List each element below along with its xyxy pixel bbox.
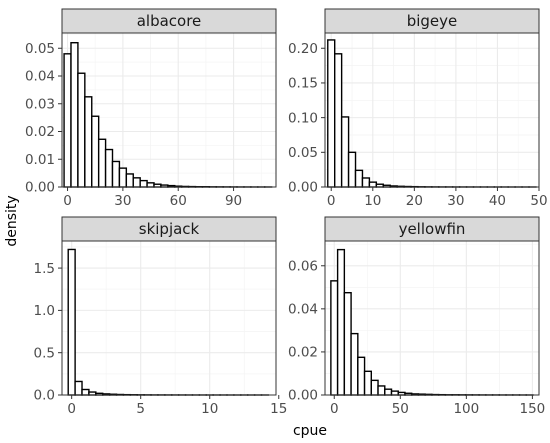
histogram-bars bbox=[63, 42, 273, 188]
panel-border bbox=[61, 240, 277, 396]
panel-background bbox=[61, 240, 277, 396]
x-tick-label: 30 bbox=[114, 193, 131, 209]
y-tick-label: 1.5 bbox=[34, 261, 55, 277]
histogram-bar bbox=[70, 42, 79, 188]
histogram-bar bbox=[390, 390, 399, 396]
histogram-bar bbox=[330, 280, 339, 396]
histogram-bar bbox=[118, 167, 128, 188]
panel-border bbox=[324, 32, 540, 188]
y-tick-label: 0.02 bbox=[288, 345, 318, 361]
histogram-bar bbox=[347, 151, 357, 188]
histogram-bar bbox=[91, 115, 100, 188]
facet-strip-skipjack bbox=[61, 216, 277, 242]
x-tick-label: 0 bbox=[63, 193, 72, 209]
y-tick-label: 0.10 bbox=[288, 110, 318, 126]
y-tick-label: 0.01 bbox=[25, 152, 55, 168]
histogram-bar bbox=[146, 182, 155, 188]
histogram-bar bbox=[74, 380, 83, 396]
histogram-bar bbox=[350, 332, 359, 396]
histogram-bar bbox=[363, 370, 373, 396]
x-tick-label: 40 bbox=[489, 193, 506, 209]
x-tick-label: 50 bbox=[392, 401, 409, 417]
y-tick-label: 0.06 bbox=[288, 258, 318, 274]
panel-border bbox=[61, 32, 277, 188]
panel-background bbox=[324, 32, 540, 188]
histogram-bar bbox=[357, 356, 366, 396]
facet-panel-albacore: albacore 0.00 0.01 0.02 0.03 0.04 0.05 0 30 60 90 bbox=[25, 8, 277, 209]
y-tick-label: 0.5 bbox=[34, 345, 55, 361]
panel-border bbox=[324, 240, 540, 396]
x-tick-label: 20 bbox=[406, 193, 423, 209]
histogram-bar bbox=[77, 72, 86, 188]
y-tick-label: 0.0 bbox=[34, 388, 55, 404]
x-axis-title: cpue bbox=[293, 423, 327, 439]
x-tick-label: 10 bbox=[201, 401, 218, 417]
y-tick-label: 0.00 bbox=[288, 180, 318, 196]
histogram-bar bbox=[368, 181, 378, 188]
y-axis-title: density bbox=[4, 195, 20, 246]
facet-strip-label: skipjack bbox=[139, 220, 200, 238]
histogram-bar bbox=[343, 291, 352, 396]
x-tick-label: 60 bbox=[170, 193, 187, 209]
x-tick-label: 0 bbox=[67, 401, 76, 417]
facet-panel-bigeye: bigeye 0.00 0.05 0.10 0.15 0.20 0 10 20 30 40 50 bbox=[288, 8, 548, 209]
facet-strip-label: yellowfin bbox=[399, 220, 466, 238]
x-tick-label: 10 bbox=[364, 193, 381, 209]
x-tick-label: 30 bbox=[447, 193, 464, 209]
facet-strip-label: bigeye bbox=[407, 12, 458, 30]
histogram-bar bbox=[370, 379, 379, 396]
histogram-bar bbox=[354, 169, 364, 188]
histogram-bar bbox=[84, 96, 93, 188]
y-tick-label: 1.0 bbox=[34, 303, 55, 319]
y-tick-label: 0.00 bbox=[288, 388, 318, 404]
y-tick-label: 0.20 bbox=[288, 41, 318, 57]
facet-panel-skipjack: skipjack 0.0 0.5 1.0 1.5 0 5 10 15 bbox=[34, 216, 287, 417]
histogram-bar bbox=[63, 53, 72, 188]
histogram-bar bbox=[104, 148, 114, 188]
x-tick-label: 50 bbox=[530, 193, 547, 209]
histogram-bar bbox=[377, 385, 386, 396]
histogram-bar bbox=[327, 39, 336, 188]
y-tick-label: 0.05 bbox=[25, 41, 55, 57]
histogram-bar bbox=[81, 388, 90, 396]
y-tick-label: 0.04 bbox=[25, 69, 55, 85]
y-tick-label: 0.15 bbox=[288, 76, 318, 92]
facet-strip-label: albacore bbox=[137, 12, 202, 30]
histogram-bar bbox=[340, 116, 350, 188]
histogram-bar bbox=[384, 388, 393, 396]
x-tick-label: 0 bbox=[330, 401, 339, 417]
x-tick-label: 150 bbox=[520, 401, 546, 417]
histogram-bar bbox=[67, 248, 76, 396]
y-tick-label: 0.00 bbox=[25, 180, 55, 196]
histogram-bar bbox=[97, 138, 107, 188]
histogram-bars bbox=[330, 248, 534, 396]
histogram-bar bbox=[132, 177, 141, 188]
x-tick-label: 0 bbox=[327, 193, 336, 209]
y-tick-label: 0.05 bbox=[288, 145, 318, 161]
histogram-bar bbox=[139, 179, 148, 188]
histogram-bar bbox=[361, 177, 371, 188]
x-tick-label: 100 bbox=[453, 401, 479, 417]
histogram-bar bbox=[334, 53, 343, 188]
histogram-bar bbox=[336, 248, 346, 396]
histogram-bar bbox=[125, 173, 134, 188]
y-tick-label: 0.02 bbox=[25, 124, 55, 140]
histogram-bar bbox=[111, 160, 121, 188]
y-tick-label: 0.03 bbox=[25, 96, 55, 112]
y-tick-label: 0.04 bbox=[288, 302, 318, 318]
facet-strip-albacore bbox=[61, 8, 277, 34]
facet-panel-yellowfin: yellowfin 0.00 0.02 0.04 0.06 0 50 100 150 bbox=[288, 216, 546, 417]
x-tick-label: 15 bbox=[270, 401, 287, 417]
x-tick-label: 5 bbox=[136, 401, 145, 417]
x-tick-label: 90 bbox=[225, 193, 242, 209]
